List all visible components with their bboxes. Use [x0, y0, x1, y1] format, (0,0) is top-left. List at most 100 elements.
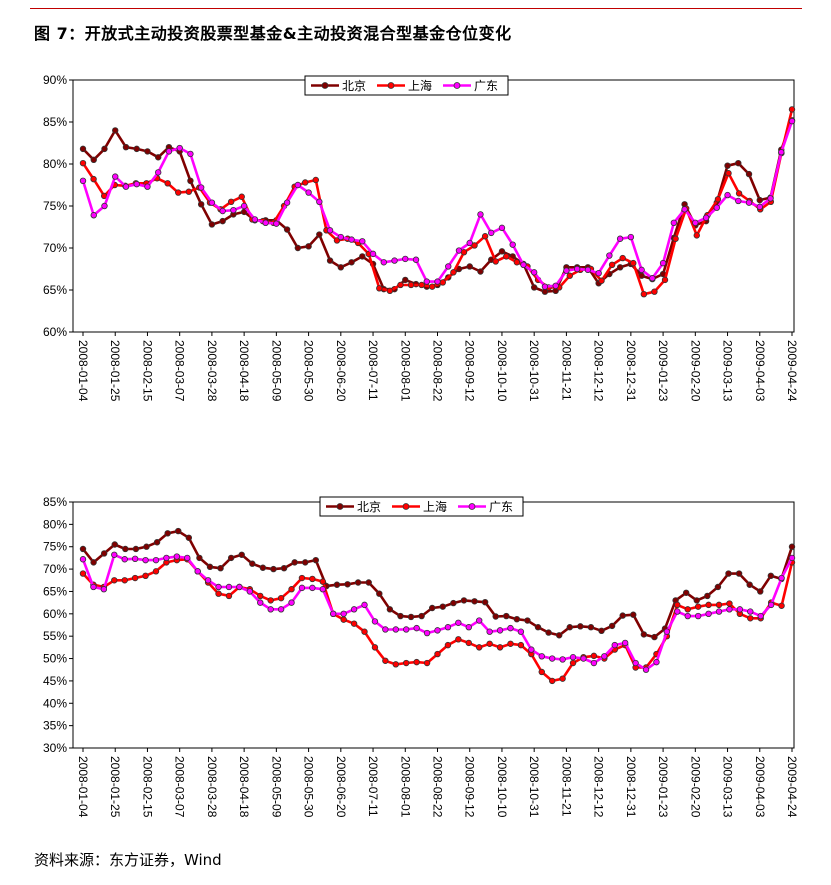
- x-tick-label: 2008-08-22: [431, 756, 445, 818]
- series-2-point: [674, 601, 681, 609]
- series-1-point: [283, 226, 291, 233]
- series-3-point: [121, 556, 128, 563]
- x-tick-label: 2008-07-11: [366, 756, 380, 817]
- x-tick-label: 2008-10-10: [495, 756, 509, 818]
- series-2-point: [455, 636, 462, 643]
- series-3-point: [337, 233, 345, 241]
- series-2-point: [661, 276, 669, 284]
- plot-frame: [72, 79, 795, 333]
- series-1-point: [259, 564, 267, 571]
- series-3-point: [79, 556, 87, 563]
- series-2-point: [382, 657, 389, 664]
- series-1-point: [122, 545, 129, 553]
- legend-marker-3: [453, 82, 461, 89]
- series-1-point: [197, 201, 205, 208]
- series-3-point: [616, 235, 624, 242]
- series-3-point: [517, 628, 525, 635]
- series-2-point: [257, 592, 264, 600]
- x-tick-label: 2008-12-12: [592, 756, 606, 818]
- series-3-point: [326, 227, 334, 234]
- series-1-point: [348, 259, 355, 266]
- series-2-point: [142, 572, 149, 579]
- series-3-point: [724, 191, 731, 199]
- x-tick-label: 2008-03-07: [173, 340, 187, 402]
- figure-title: 图 7：开放式主动投资股票型基金&主动投资混合型基金仓位变化: [34, 24, 512, 43]
- series-1-point: [555, 632, 563, 639]
- series-3-point: [681, 206, 688, 213]
- series-3-point: [257, 599, 264, 606]
- legend-label-1: 北京: [342, 79, 366, 93]
- series-1-point: [735, 570, 743, 577]
- series-3-point: [520, 261, 527, 268]
- series-3-point: [611, 641, 618, 649]
- series-3-point: [715, 608, 723, 615]
- series-3-point: [638, 266, 645, 274]
- series-2-point: [705, 601, 712, 609]
- series-2-point: [361, 628, 368, 635]
- series-3-point: [573, 265, 581, 273]
- series-2-point: [513, 259, 521, 266]
- series-1-point: [386, 606, 394, 613]
- series-1-point: [725, 570, 732, 577]
- hybrid-fund-position-chart: 30% 35% 40% 45% 50% 55% 60% 65% 70% 75% 80% 85% 2008…: [43, 495, 799, 818]
- x-tick-label: 2008-05-09: [269, 340, 283, 402]
- x-tick-label: 2008-03-07: [173, 756, 187, 818]
- y-tick-label: 45%: [43, 674, 67, 688]
- x-tick-label: 2008-05-30: [302, 340, 316, 402]
- plot-area-layer: 30% 35% 40% 45% 50% 55% 60% 65% 70% 75% 80% 85% 2008…: [43, 495, 799, 818]
- series-1-point: [238, 551, 245, 558]
- series-2-point: [481, 233, 489, 240]
- series-1-point: [471, 598, 478, 605]
- series-2-point: [152, 568, 160, 575]
- series-1-point: [376, 590, 383, 597]
- x-tick-label: 2008-02-15: [140, 340, 154, 402]
- series-1-point: [714, 583, 722, 591]
- series-2-point: [439, 279, 446, 286]
- series-3-point: [486, 628, 493, 635]
- series-3-point: [208, 199, 216, 206]
- series-1-point: [630, 611, 637, 618]
- x-tick-label: 2008-05-30: [302, 756, 316, 818]
- series-3-point: [330, 610, 337, 618]
- x-tick-label: 2009-04-03: [753, 340, 767, 402]
- series-2-point: [507, 640, 514, 647]
- x-tick-label: 2008-01-04: [76, 340, 90, 402]
- legend-label-3: 广东: [489, 500, 513, 514]
- series-3-point: [340, 610, 347, 618]
- source-note: 资料来源：东方证券，Wind: [34, 851, 222, 869]
- series-1-point: [302, 559, 309, 566]
- series-2-point: [90, 175, 97, 183]
- y-tick-label: 65%: [43, 584, 67, 598]
- series-2-point: [277, 594, 285, 602]
- series-1-point: [418, 612, 425, 620]
- series-2-point: [630, 259, 637, 267]
- series-2-point: [298, 574, 306, 582]
- series-1-point: [217, 564, 224, 572]
- series-1-point: [724, 162, 731, 169]
- series-3-point: [627, 233, 635, 241]
- series-2-point: [267, 597, 274, 604]
- series-3-point: [444, 624, 452, 631]
- series-1-point: [164, 530, 171, 537]
- series-2-point: [79, 570, 87, 577]
- series-3-point: [262, 219, 269, 226]
- series-1-point: [481, 598, 489, 606]
- series-3-point: [423, 629, 431, 637]
- series-1-point: [101, 145, 108, 153]
- series-3-point: [569, 654, 577, 661]
- series-1-point: [90, 559, 97, 566]
- series-1-point: [143, 543, 150, 550]
- series-2-point: [392, 661, 399, 668]
- x-tick-label: 2008-08-01: [398, 756, 412, 818]
- series-2-point: [714, 196, 722, 203]
- series-3-point: [767, 601, 775, 609]
- series-1-point: [133, 145, 140, 153]
- series-2-point: [407, 281, 415, 289]
- x-tick-label: 2008-03-28: [205, 340, 219, 402]
- legend-box: [304, 75, 509, 96]
- title-rule: [30, 8, 802, 9]
- series-3-point: [79, 177, 87, 184]
- series-1-point: [407, 613, 415, 621]
- series-1-point: [530, 284, 538, 291]
- x-tick-label: 2008-03-28: [205, 756, 219, 818]
